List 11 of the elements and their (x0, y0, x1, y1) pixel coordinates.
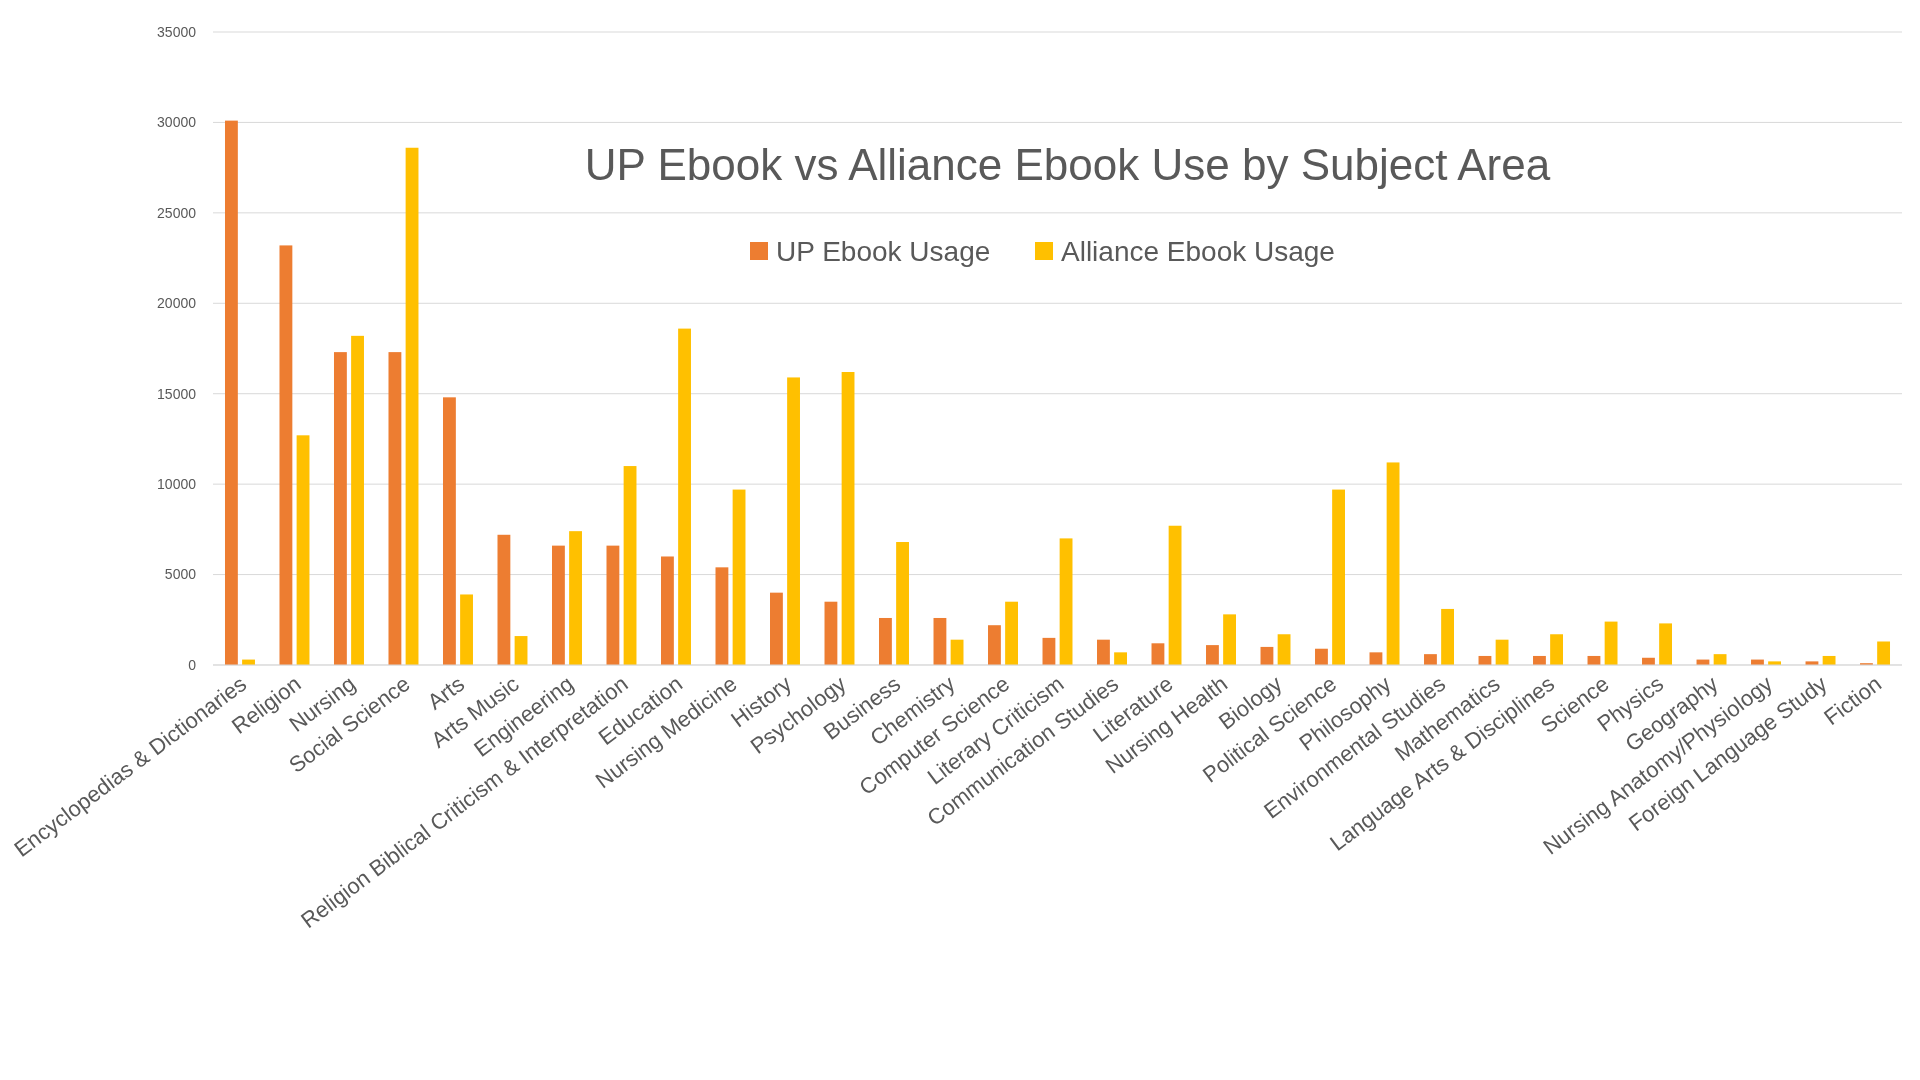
legend-label: UP Ebook Usage (776, 235, 991, 267)
text: UP Ebook vs Alliance Ebook Use by Subject Area (584, 140, 1551, 189)
y-tick-label: 5000 (164, 566, 197, 583)
y-tick-label: 30000 (157, 114, 197, 131)
y-tick-label: 35000 (157, 23, 197, 40)
y-tick-label: 25000 (157, 204, 197, 221)
y-tick-label: 20000 (157, 295, 197, 312)
legend-label: Alliance Ebook Usage (1061, 235, 1335, 267)
y-tick-label: 0 (188, 656, 197, 673)
y-tick-label: 15000 (157, 385, 197, 402)
y-tick-label: 10000 (157, 476, 197, 493)
